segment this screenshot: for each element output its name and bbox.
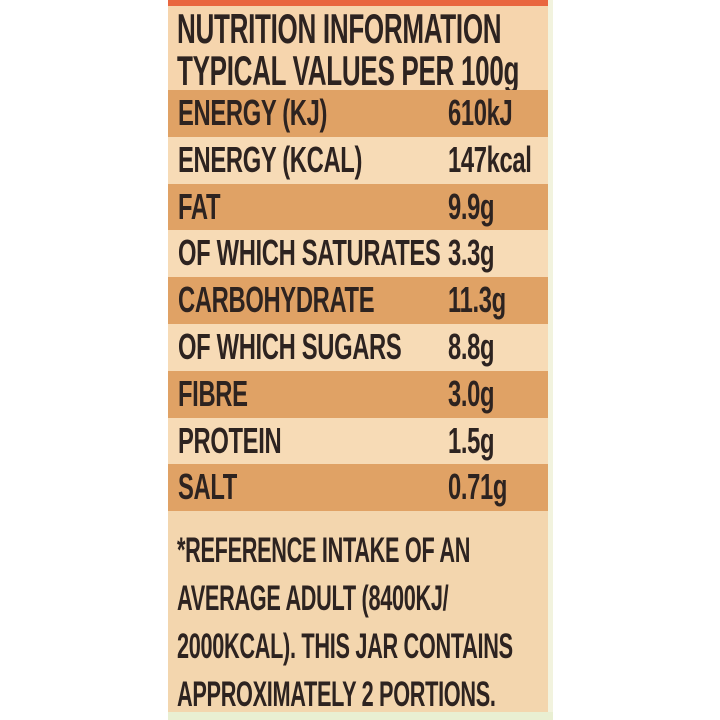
nutrient-value: 610kJ — [448, 92, 513, 133]
reference-intake-note: *REFERENCE INTAKE OF AN AVERAGE ADULT (8… — [168, 511, 548, 714]
nutrition-label: NUTRITION INFORMATION TYPICAL VALUES PER… — [168, 0, 553, 714]
nutrient-name: CARBOHYDRATE — [178, 279, 375, 321]
label-right-edge — [548, 0, 553, 712]
nutrient-value: 3.3g — [448, 232, 495, 274]
table-row: SALT 0.71g — [168, 464, 548, 512]
nutrient-value: 3.0g — [448, 372, 495, 414]
table-row: OF WHICH SATURATES 3.3g — [168, 230, 548, 278]
table-row: FAT 9.9g — [168, 183, 548, 231]
nutrient-value: 9.9g — [448, 185, 495, 227]
table-row: PROTEIN 1.5g — [168, 417, 548, 465]
label-bottom-strip — [168, 712, 553, 720]
nutrient-value: 8.8g — [448, 325, 495, 367]
table-row: ENERGY (KCAL) 147kcal — [168, 136, 548, 184]
label-top-strip — [168, 0, 548, 6]
footnote-line: AVERAGE ADULT (8400KJ/ — [177, 579, 449, 618]
nutrient-value: 11.3g — [448, 279, 506, 321]
footnote-line: APPROXIMATELY 2 PORTIONS. — [177, 675, 496, 714]
header-title: NUTRITION INFORMATION — [177, 5, 502, 52]
nutrient-name: OF WHICH SATURATES — [178, 232, 441, 274]
table-row: ENERGY (KJ) 610kJ — [168, 90, 548, 137]
nutrient-value: 0.71g — [448, 466, 508, 508]
nutrient-name: ENERGY (KJ) — [178, 92, 328, 133]
nutrient-value: 147kcal — [448, 138, 532, 180]
table-row: CARBOHYDRATE 11.3g — [168, 277, 548, 324]
nutrient-name: PROTEIN — [178, 419, 282, 461]
nutrition-rows: ENERGY (KJ) 610kJ ENERGY (KCAL) 147kcal FAT 9… — [168, 90, 548, 512]
nutrient-name: OF WHICH SUGARS — [178, 325, 402, 367]
nutrient-name: ENERGY (KCAL) — [178, 138, 363, 180]
nutrient-name: FIBRE — [178, 372, 248, 414]
nutrient-value: 1.5g — [448, 419, 495, 461]
table-row: FIBRE 3.0g — [168, 370, 548, 418]
table-row: OF WHICH SUGARS 8.8g — [168, 323, 548, 371]
nutrient-name: FAT — [178, 185, 221, 227]
header-subtitle: TYPICAL VALUES PER 100g — [177, 47, 520, 94]
footnote-line: *REFERENCE INTAKE OF AN — [177, 531, 471, 570]
label-header: NUTRITION INFORMATION TYPICAL VALUES PER… — [168, 5, 548, 94]
nutrient-name: SALT — [178, 466, 237, 508]
footnote-line: 2000KCAL). THIS JAR CONTAINS — [177, 627, 513, 666]
